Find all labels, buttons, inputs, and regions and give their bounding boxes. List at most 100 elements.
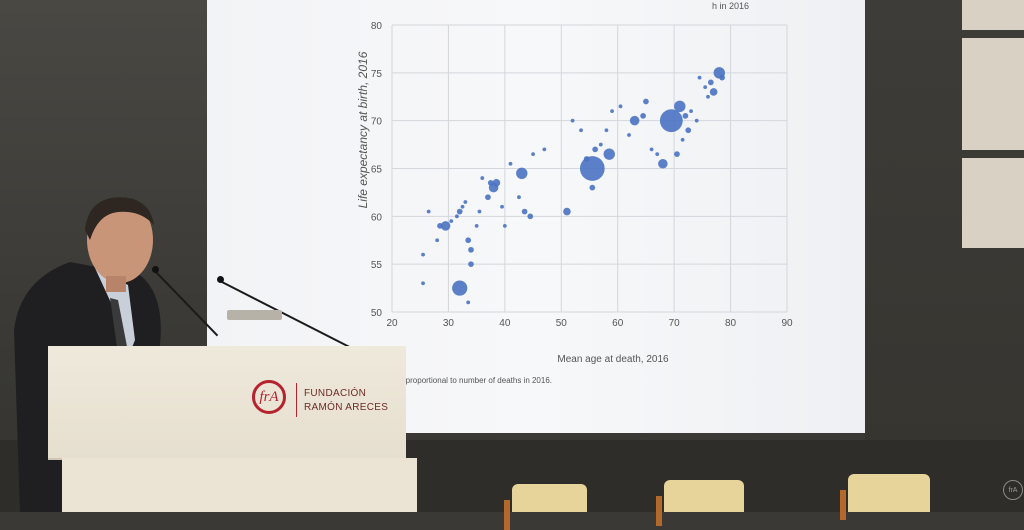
logo-text-line2: RAMÓN ARECES [304,402,389,413]
x-tick-label: 70 [669,318,681,329]
scatter-point [563,207,571,216]
scatter-point [603,148,615,160]
y-tick-label: 50 [371,308,383,319]
scatter-point [421,281,425,286]
scatter-point [502,224,507,228]
microphone-head-right [217,276,224,283]
x-tick-label: 30 [443,318,455,329]
podium-base [62,458,417,512]
y-tick-label: 65 [371,165,383,176]
chart-title-fragment: h in 2016 [712,1,749,11]
x-tick-label: 20 [386,318,398,329]
wall-panel-3 [962,158,1024,248]
scatter-point [468,261,474,268]
scatter-point [604,128,609,133]
microphone-head-left [152,266,159,273]
y-tick-label: 70 [371,117,383,128]
scatter-point [598,142,603,147]
scatter-point [643,98,649,105]
scatter-point [449,219,454,224]
scatter-point [694,118,699,123]
scatter-point [468,246,474,253]
wall-panel-2 [962,38,1024,150]
x-tick-label: 40 [499,318,511,329]
scatter-point [697,75,702,80]
scatter-point [640,113,646,119]
y-tick-label: 75 [371,69,383,80]
chair-2-arm [656,496,662,526]
chart-ticks: 20 30 40 50 60 70 80 90 50 55 60 65 70 75 80 [371,21,793,329]
scatter-point [629,115,640,126]
scatter-point [674,151,680,157]
corner-logo-mark: frA [1003,480,1023,500]
scatter-point [680,137,685,142]
scatter-point [674,100,686,113]
chart-footnote: le area is proportional to number of dea… [371,376,552,385]
logo-text-line1: FUNDACIÓN [304,388,367,399]
scatter-point [474,224,479,228]
scatter-point [610,109,614,113]
scatter-point [707,79,714,86]
x-tick-label: 90 [781,318,793,329]
scatter-point [435,238,440,243]
scatter-point [542,147,547,152]
logo-divider [296,383,297,417]
y-tick-label: 80 [371,21,383,32]
scatter-point [685,127,692,134]
scatter-point [480,176,485,180]
scatter-point [659,109,683,133]
x-axis-label: Mean age at death, 2016 [557,354,669,365]
scatter-point [655,152,660,157]
scatter-point [426,209,431,214]
scatter-point [516,167,528,179]
x-tick-label: 60 [612,318,624,329]
fundacion-logo-mark: frA [252,380,286,414]
chair-1 [512,484,587,512]
scatter-point [706,94,710,99]
scatter-point [579,156,605,181]
scatter-point [454,214,459,219]
scatter-point [689,109,693,113]
scatter-point [477,209,482,214]
scatter-point [466,300,471,305]
y-tick-label: 55 [371,260,383,271]
scatter-point [709,88,718,96]
scatter-point [527,213,534,220]
scatter-point [456,208,463,215]
scatter-chart: 20 30 40 50 60 70 80 90 50 55 60 65 70 75 80 h in 2016… [356,1,793,385]
scatter-point [579,128,583,133]
scatter-point [465,237,472,244]
chart-points [421,67,725,305]
scatter-point [440,221,451,231]
scatter-point [521,208,528,215]
scatter-point [485,194,491,201]
scatter-point [703,85,708,90]
scatter-point [500,204,504,209]
chair-1-arm [504,500,510,530]
wall-panel-1 [962,0,1024,30]
y-tick-label: 60 [371,212,383,223]
scatter-point [682,113,689,119]
scatter-point [463,200,468,204]
scatter-point [452,280,468,296]
scatter-point [592,146,598,153]
scatter-point [531,152,535,157]
scatter-point [658,158,668,169]
scatter-point [589,184,596,191]
scatter-point [421,252,425,257]
x-tick-label: 50 [556,318,568,329]
scatter-point [570,118,575,123]
podium [48,346,406,458]
scatter-point [492,179,501,187]
chair-3 [848,474,930,512]
scatter-point [508,161,513,166]
chair-3-arm [840,490,846,520]
scatter-point [517,195,521,200]
chair-2 [664,480,744,512]
chart-grid [391,24,788,313]
y-axis-label: Life expectancy at birth, 2016 [356,51,370,208]
x-tick-label: 80 [725,318,737,329]
scatter-point [649,147,654,152]
scatter-point [627,133,631,137]
scatter-point [719,74,725,81]
